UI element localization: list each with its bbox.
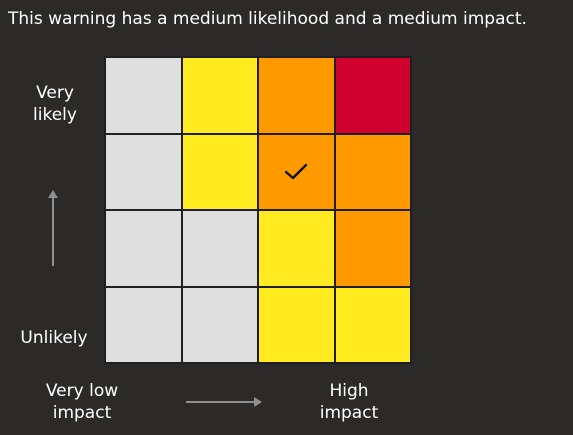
likelihood-high-line-1: Very (36, 83, 74, 103)
matrix-cell-grey (106, 58, 181, 133)
matrix-cell-yellow (182, 58, 257, 133)
matrix-cell-amber (259, 58, 334, 133)
impact-high-line-2: impact (319, 403, 379, 423)
matrix-cell-red (335, 58, 410, 133)
impact-high-line-1: High (329, 381, 369, 401)
warning-summary: This warning has a medium likelihood and… (8, 9, 527, 29)
impact-low-label: Very low impact (30, 380, 134, 424)
matrix-cell-grey (106, 211, 181, 286)
matrix-cell-amber (335, 211, 410, 286)
likelihood-low-label: Unlikely (20, 328, 88, 348)
matrix-cell-grey (182, 287, 257, 362)
likelihood-high-line-2: likely (33, 105, 77, 125)
matrix-cell-grey (106, 134, 181, 209)
impact-high-label: High impact (302, 380, 396, 424)
arrow-right-icon (186, 397, 262, 407)
risk-matrix (104, 56, 412, 364)
matrix-cell-yellow (259, 287, 334, 362)
matrix-cell-yellow (335, 287, 410, 362)
impact-low-line-1: Very low (45, 381, 119, 401)
matrix-cell-amber (259, 134, 334, 209)
matrix-cell-yellow (259, 211, 334, 286)
likelihood-high-label: Very likely (20, 82, 90, 126)
arrow-up-icon (48, 190, 58, 266)
matrix-cell-grey (182, 211, 257, 286)
matrix-cell-grey (106, 287, 181, 362)
impact-low-line-2: impact (52, 403, 112, 423)
check-icon (285, 163, 308, 179)
matrix-cell-amber (335, 134, 410, 209)
matrix-cell-yellow (182, 134, 257, 209)
